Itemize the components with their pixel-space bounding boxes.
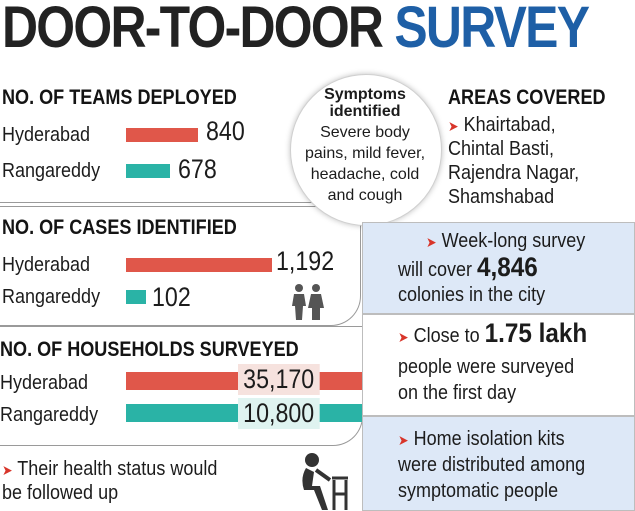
symptoms-line: headache, cold [310, 166, 420, 183]
health-line2: be followed up [2, 482, 119, 504]
arrow-icon: ➤ [448, 118, 459, 134]
households-rr-label: Rangareddy [0, 404, 99, 426]
cases-heading: NO. OF CASES IDENTIFIED [2, 216, 237, 239]
arrow-icon: ➤ [2, 462, 13, 478]
teams-hyd-value: 840 [206, 116, 245, 146]
fact1-highlight: 4,846 [477, 252, 538, 282]
fact1-line3: colonies in the city [398, 284, 546, 306]
arrow-icon: ➤ [426, 234, 437, 250]
households-rr-value: 10,800 [238, 398, 320, 429]
symptoms-title-1: Symptoms [324, 86, 406, 103]
teams-heading: NO. OF TEAMS DEPLOYED [2, 86, 237, 109]
symptoms-line: pains, mild fever, [304, 145, 426, 162]
page-title: DOOR-TO-DOOR SURVEY [2, 0, 590, 60]
fact1-line2: will cover 4,846 [398, 252, 538, 282]
fact2-highlight: 1.75 lakh [484, 318, 588, 348]
fact3-line3: symptomatic people [398, 480, 559, 502]
fact-box-surveyed [362, 314, 635, 416]
symptoms-content: Symptoms identified Severe body pains, m… [296, 84, 434, 206]
teams-rr-label: Rangareddy [2, 160, 101, 182]
health-line1: ➤ Their health status would [2, 458, 218, 480]
title-part2: SURVEY [394, 0, 590, 60]
arrow-icon: ➤ [398, 329, 409, 345]
areas-line: Rajendra Nagar, [448, 162, 580, 184]
fact-box-colonies [362, 222, 635, 314]
households-hyd-value: 35,170 [238, 364, 320, 395]
fact3-line1: ➤ Home isolation kits [398, 428, 565, 450]
fact2-line1: ➤ Close to 1.75 lakh [398, 318, 588, 348]
fact1-line1: ➤ Week-long survey [426, 230, 586, 252]
symptoms-line: Severe body [320, 124, 410, 141]
cases-hyd-label: Hyderabad [2, 254, 91, 276]
fact2-line3: on the first day [398, 382, 517, 404]
symptoms-line: and cough [327, 187, 403, 204]
areas-line: ➤ Khairtabad, [448, 114, 556, 136]
households-hyd-label: Hyderabad [0, 372, 89, 394]
teams-rr-value: 678 [178, 154, 217, 184]
cases-hyd-value: 1,192 [276, 246, 335, 276]
arrow-icon: ➤ [398, 432, 409, 448]
areas-line: Shamshabad [448, 186, 555, 208]
teams-hyd-label: Hyderabad [2, 124, 91, 146]
areas-heading: AREAS COVERED [448, 86, 606, 109]
cases-rr-label: Rangareddy [2, 286, 101, 308]
symptoms-title-2: identified [329, 103, 401, 120]
fact3-line2: were distributed among [398, 454, 586, 476]
seated-sick-person-icon [302, 453, 348, 510]
households-heading: NO. OF HOUSEHOLDS SURVEYED [0, 338, 299, 361]
fact2-line2: people were surveyed [398, 356, 575, 378]
title-part1: DOOR-TO-DOOR [2, 0, 384, 60]
cases-rr-bar [126, 290, 146, 304]
areas-line: Chintal Basti, [448, 138, 555, 160]
symptoms-bubble [290, 74, 442, 226]
teams-rr-bar [126, 164, 170, 178]
cases-hyd-bar [126, 258, 272, 272]
cases-panel-outline [0, 206, 361, 326]
teams-hyd-bar [126, 128, 198, 142]
cases-rr-value: 102 [152, 282, 191, 312]
two-people-icon [292, 284, 324, 320]
